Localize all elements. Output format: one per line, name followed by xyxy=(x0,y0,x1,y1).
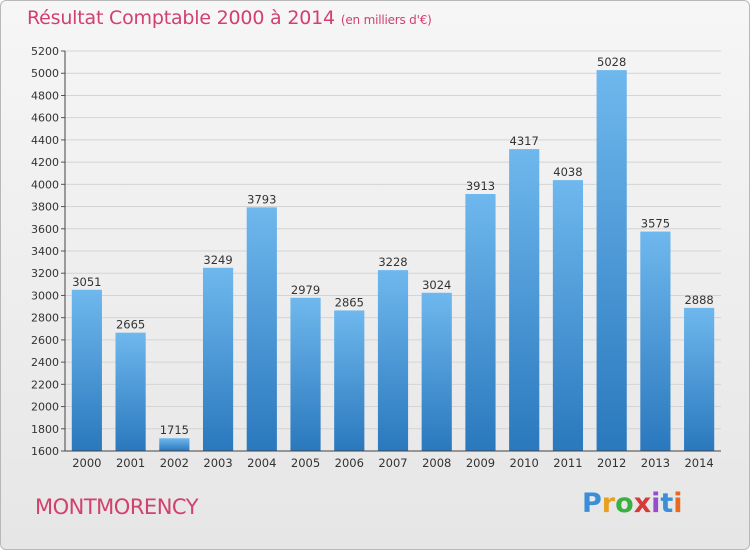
data-labels: 3051 2665 1715 3249 3793 2979 2865 3228 3024 3913… xyxy=(72,55,714,437)
y-tick-label: 5000 xyxy=(31,67,59,80)
bar xyxy=(71,289,102,451)
data-label: 1715 xyxy=(160,423,189,437)
chart-title: Résultat Comptable 2000 à 2014 (en millie… xyxy=(27,7,432,29)
y-tick-label: 2200 xyxy=(31,378,59,391)
x-tick-label: 2003 xyxy=(203,456,232,470)
y-tick-label: 3400 xyxy=(31,245,59,258)
bar xyxy=(509,149,540,451)
bar xyxy=(246,207,277,451)
logo-letter: i xyxy=(673,488,683,519)
bar xyxy=(684,307,715,451)
x-tick-label: 2009 xyxy=(466,456,495,470)
y-tick-label: 2000 xyxy=(31,401,59,414)
commune-name: MONTMORENCY xyxy=(35,495,199,519)
x-tick-label: 2011 xyxy=(553,456,582,470)
data-label: 3024 xyxy=(422,278,451,292)
y-tick-label: 3600 xyxy=(31,223,59,236)
x-tick-label: 2007 xyxy=(378,456,407,470)
bars xyxy=(71,70,715,451)
data-label: 2865 xyxy=(335,295,364,309)
y-tick-label: 2400 xyxy=(31,356,59,369)
data-label: 3228 xyxy=(378,255,407,269)
bar xyxy=(596,70,627,451)
logo-letter: r xyxy=(601,488,616,519)
y-tick-label: 3200 xyxy=(31,267,59,280)
x-axis-ticks: 2000 2001 2002 2003 2004 2005 2006 2007 2008 2009… xyxy=(72,456,714,470)
data-label: 3793 xyxy=(247,192,276,206)
y-tick-label: 4800 xyxy=(31,89,59,102)
logo-letter: o xyxy=(615,488,634,519)
data-label: 4038 xyxy=(553,165,582,179)
logo-letter: P xyxy=(582,488,602,519)
data-label: 3913 xyxy=(466,179,495,193)
y-tick-label: 4000 xyxy=(31,178,59,191)
bar xyxy=(334,310,365,451)
x-tick-label: 2013 xyxy=(641,456,670,470)
x-tick-label: 2005 xyxy=(291,456,320,470)
x-tick-label: 2012 xyxy=(597,456,626,470)
axes xyxy=(64,51,721,452)
bar xyxy=(552,180,584,451)
bar xyxy=(465,194,496,451)
y-tick-label: 2800 xyxy=(31,312,59,325)
bar xyxy=(290,297,321,451)
data-label: 4317 xyxy=(510,134,539,148)
logo-letter: x xyxy=(633,488,652,519)
x-tick-label: 2004 xyxy=(247,456,276,470)
proxiti-logo: Proxiti xyxy=(582,488,683,519)
y-tick-label: 3000 xyxy=(31,289,59,302)
y-tick-label: 4400 xyxy=(31,134,59,147)
y-tick-label: 4200 xyxy=(31,156,59,169)
bar xyxy=(159,438,190,451)
chart-title-text: Résultat Comptable 2000 à 2014 xyxy=(27,7,335,29)
x-tick-label: 2008 xyxy=(422,456,451,470)
bar xyxy=(377,270,409,451)
bar xyxy=(421,292,452,451)
y-tick-label: 4600 xyxy=(31,112,59,125)
y-tick-label: 1600 xyxy=(31,445,59,458)
x-tick-label: 2001 xyxy=(116,456,145,470)
logo-letter: t xyxy=(660,488,674,519)
data-label: 5028 xyxy=(597,55,626,69)
x-tick-label: 2014 xyxy=(684,456,713,470)
bar xyxy=(115,332,146,451)
bar xyxy=(640,231,671,451)
x-tick-label: 2006 xyxy=(335,456,364,470)
data-label: 3051 xyxy=(72,275,101,289)
x-tick-label: 2002 xyxy=(160,456,189,470)
x-tick-label: 2000 xyxy=(72,456,101,470)
chart-subtitle: (en milliers d'€) xyxy=(340,13,432,27)
bar xyxy=(202,267,234,451)
bar-chart: 1600 1800 2000 2200 2400 2600 2800 3000 3200 3400… xyxy=(31,45,721,470)
x-tick-label: 2010 xyxy=(510,456,539,470)
y-tick-label: 5200 xyxy=(31,45,59,58)
data-label: 2888 xyxy=(684,293,713,307)
y-tick-label: 2600 xyxy=(31,334,59,347)
data-label: 3249 xyxy=(203,253,232,267)
y-tick-label: 3800 xyxy=(31,201,59,214)
y-axis-ticks: 1600 1800 2000 2200 2400 2600 2800 3000 3200 3400… xyxy=(31,45,65,458)
data-label: 2979 xyxy=(291,283,320,297)
data-label: 2665 xyxy=(116,318,145,332)
data-label: 3575 xyxy=(641,217,670,231)
logo-letter: i xyxy=(651,488,661,519)
y-tick-label: 1800 xyxy=(31,423,59,436)
